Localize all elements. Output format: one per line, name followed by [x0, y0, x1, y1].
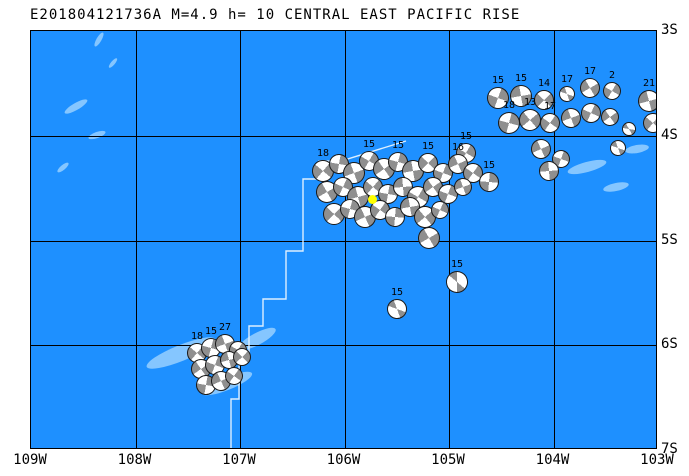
grid-line-horizontal — [31, 345, 656, 347]
y-axis-label: 6S — [661, 336, 678, 353]
beachball-label: 15 — [491, 75, 505, 86]
beachball-label: 14 — [537, 78, 551, 89]
y-axis-label: 4S — [661, 126, 678, 143]
seafloor-ridge-patch — [62, 96, 90, 116]
beachball-label: 2 — [608, 70, 616, 81]
beachball-label: 15 — [204, 326, 218, 337]
focal-mechanism-icon — [385, 297, 409, 321]
y-axis-label: 3S — [661, 22, 678, 38]
focal-mechanism-icon — [622, 122, 636, 136]
grid-line-vertical — [344, 31, 346, 448]
focal-mechanism-icon — [599, 78, 625, 104]
y-axis-label: 5S — [661, 231, 678, 248]
x-axis-label: 106W — [326, 452, 361, 468]
beachball-label: 17 — [583, 66, 597, 77]
focal-mechanism-icon — [557, 84, 577, 104]
beachball-label: 15 — [482, 160, 496, 171]
focal-mechanism-icon — [478, 171, 500, 193]
beachball-label: 15 — [459, 131, 473, 142]
x-axis-label: 105W — [431, 452, 465, 468]
beachball-label: 18 — [190, 331, 204, 342]
focal-mechanism-icon — [558, 105, 584, 131]
beachball-label: 15 — [390, 287, 404, 298]
focal-mechanism-icon — [536, 109, 564, 137]
focal-mechanism-icon — [638, 108, 656, 138]
focal-mechanism-icon — [608, 138, 628, 158]
beachball-label: 15 — [362, 139, 376, 150]
beachball-label: 15 — [421, 141, 435, 152]
beachball-label: 15 — [450, 259, 464, 270]
grid-line-vertical — [449, 31, 450, 448]
beachball-label: 17 — [560, 74, 574, 85]
y-axis-label: 7S — [661, 441, 678, 457]
focal-mechanism-icon — [527, 135, 555, 163]
seafloor-ridge-patch — [624, 142, 650, 156]
beachball-label: 15 — [391, 140, 405, 151]
beachball-label: 27 — [218, 322, 232, 333]
grid-line-vertical — [135, 31, 137, 448]
seafloor-ridge-patch — [602, 180, 630, 194]
grid-line-vertical — [240, 31, 241, 448]
beachball-label: 17 — [543, 101, 557, 112]
focal-mechanism-icon — [413, 222, 445, 254]
focal-mechanism-icon — [538, 160, 560, 182]
x-axis-label: 104W — [535, 452, 570, 468]
focal-mechanism-icon — [597, 104, 623, 130]
beachball-label: 16 — [451, 142, 465, 153]
x-axis-label: 108W — [117, 452, 152, 468]
beachball-label: 15 — [514, 73, 528, 84]
grid-line-vertical — [553, 31, 555, 448]
page-title: E201804121736A M=4.9 h= 10 CENTRAL EAST … — [30, 7, 521, 23]
event-epicenter-marker — [367, 194, 377, 204]
x-axis-label: 103W — [640, 452, 674, 468]
grid-line-horizontal — [31, 135, 656, 137]
beachball-label: 18 — [316, 148, 330, 159]
beachball-label: 18 — [502, 100, 516, 111]
beachball-label: 13 — [523, 97, 537, 108]
x-axis-label: 109W — [13, 452, 47, 468]
x-axis-label: 107W — [222, 452, 256, 468]
map-canvas: 15 15 14 17 17 2 21 18 13 17 15 18 15 15 15 16 15 15 15 18 1… — [30, 30, 657, 449]
seafloor-ridge-patch — [566, 156, 608, 178]
focal-mechanism-icon — [635, 87, 656, 115]
seafloor-ridge-patch — [107, 57, 119, 69]
seafloor-ridge-patch — [56, 160, 70, 174]
grid-line-horizontal — [31, 240, 656, 242]
beachball-label: 21 — [642, 78, 656, 89]
focal-mechanism-icon — [576, 74, 604, 102]
focal-mechanism-icon — [441, 266, 473, 298]
seafloor-ridge-patch — [92, 31, 106, 48]
